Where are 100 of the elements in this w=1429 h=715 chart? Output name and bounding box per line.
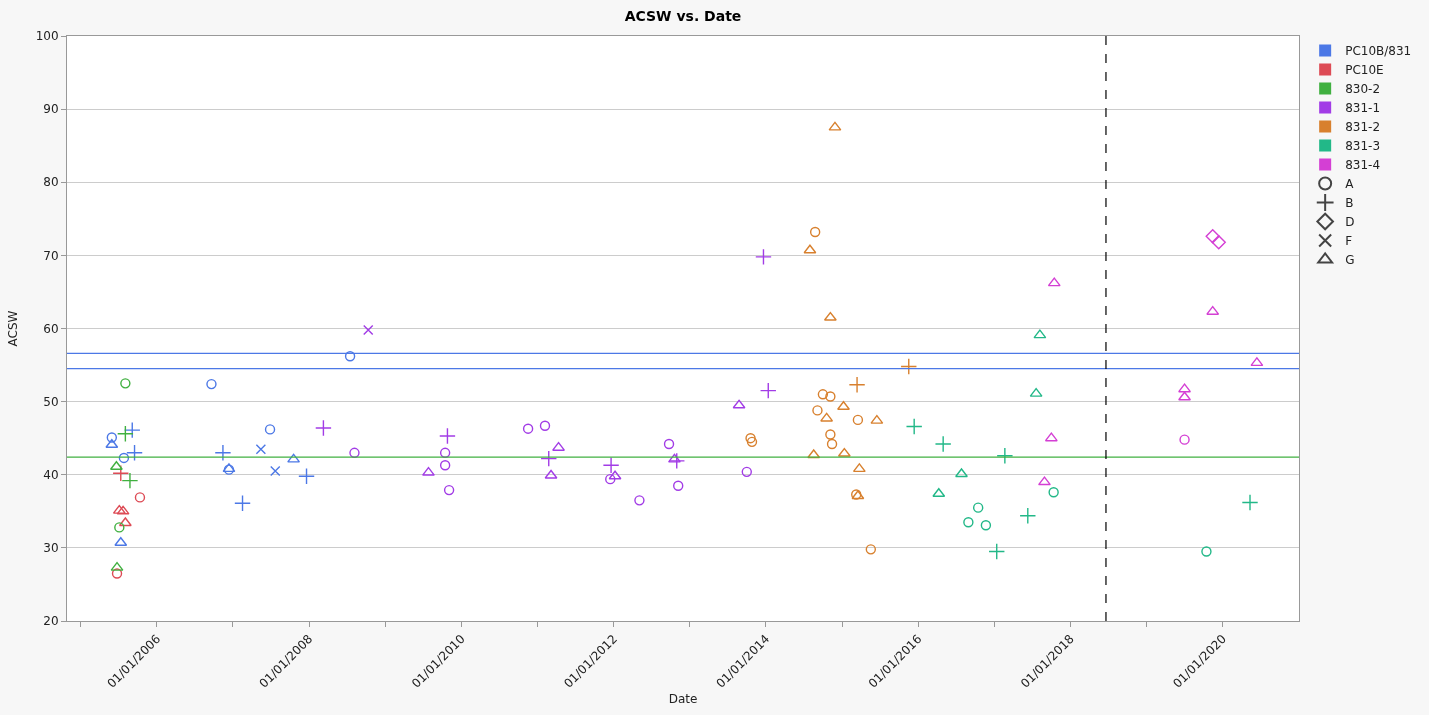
point: [608, 470, 622, 480]
point: [110, 561, 124, 571]
legend-label: G: [1345, 253, 1355, 268]
point: [123, 421, 141, 439]
point: [264, 424, 276, 435]
point: [118, 517, 132, 527]
point: [539, 420, 551, 431]
point: [828, 121, 842, 131]
point: [116, 505, 130, 515]
point: [809, 226, 821, 238]
point: [980, 520, 992, 531]
point: [344, 351, 356, 362]
point: [298, 467, 315, 485]
point: [1241, 494, 1259, 511]
point: [439, 447, 451, 459]
point: [439, 427, 456, 445]
point: [817, 389, 829, 400]
point: [214, 444, 232, 462]
point: [865, 544, 877, 555]
point: [126, 444, 143, 462]
point: [741, 466, 752, 478]
point: [905, 418, 923, 435]
point: [1044, 432, 1058, 442]
point: [111, 568, 123, 579]
point: [439, 460, 451, 471]
point: [1047, 277, 1061, 287]
y-tick-label: 50: [43, 394, 59, 409]
y-tick-label: 30: [43, 541, 59, 556]
y-tick-label: 40: [43, 467, 59, 482]
y-tick-label: 60: [43, 321, 59, 336]
point: [955, 468, 968, 478]
legend-label: 831-2: [1345, 120, 1381, 135]
point: [988, 543, 1006, 560]
point: [823, 311, 837, 321]
point: [1038, 476, 1051, 486]
point: [848, 376, 866, 394]
point: [746, 436, 758, 448]
point: [121, 472, 139, 489]
point: [852, 463, 866, 473]
point: [116, 425, 134, 443]
point: [1211, 235, 1226, 250]
legend-label: 831-3: [1345, 139, 1381, 154]
point: [1019, 507, 1037, 525]
point: [732, 399, 746, 409]
point: [668, 452, 686, 470]
point: [114, 522, 125, 533]
point: [825, 391, 836, 402]
point: [812, 405, 823, 416]
point: [134, 492, 146, 503]
point: [745, 432, 756, 444]
point: [540, 450, 558, 468]
point: [900, 358, 918, 375]
point: [820, 412, 834, 422]
legend-label: B: [1345, 196, 1354, 211]
y-tick-label: 100: [35, 29, 59, 44]
point: [934, 435, 952, 453]
point: [1033, 329, 1047, 339]
point: [1201, 546, 1212, 557]
point: [1250, 357, 1264, 367]
point: [315, 419, 332, 437]
point: [996, 447, 1014, 465]
point: [667, 453, 681, 463]
point: [663, 438, 675, 450]
point: [1205, 229, 1220, 244]
y-tick-label: 70: [43, 248, 59, 263]
chart-title: ACSW vs. Date: [624, 7, 742, 24]
y-tick-label: 90: [43, 102, 59, 117]
point: [1029, 387, 1043, 397]
point: [825, 429, 836, 440]
point: [870, 414, 884, 424]
point: [826, 438, 838, 450]
point: [552, 441, 566, 451]
point: [234, 494, 251, 512]
legend-label: D: [1345, 215, 1355, 230]
point: [349, 447, 360, 459]
point: [1048, 487, 1059, 498]
point: [106, 432, 118, 443]
point: [118, 452, 130, 464]
point: [544, 469, 558, 479]
point: [837, 447, 851, 457]
point: [673, 480, 684, 491]
point: [255, 443, 267, 455]
legend-label: F: [1345, 234, 1353, 249]
point: [120, 378, 131, 389]
point: [972, 502, 984, 513]
legend-label: 830-2: [1345, 82, 1381, 97]
point: [759, 382, 777, 400]
legend-label: PC10B/831: [1345, 44, 1412, 59]
y-axis-title: ACSW: [5, 310, 20, 347]
point: [852, 414, 864, 426]
point: [605, 473, 616, 485]
point: [522, 423, 534, 434]
legend-label: 831-4: [1345, 158, 1381, 173]
point: [443, 484, 455, 496]
y-tick-label: 20: [43, 614, 59, 629]
point: [1178, 383, 1192, 393]
point: [803, 244, 817, 254]
point: [1179, 434, 1190, 445]
point: [1206, 305, 1220, 315]
point: [755, 248, 772, 266]
